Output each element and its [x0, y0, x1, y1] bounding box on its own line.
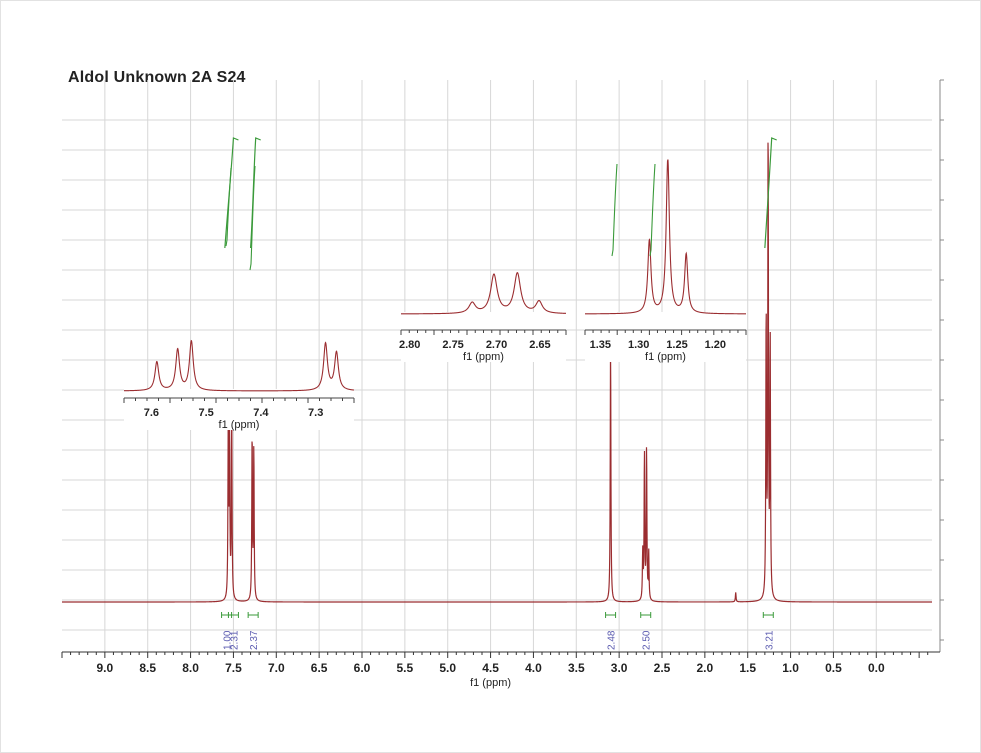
inset-tick-label: 7.4: [253, 407, 269, 419]
x-tick-label: 5.5: [397, 661, 414, 675]
inset-tick-label: 1.30: [628, 339, 649, 351]
x-tick-label: 5.0: [439, 661, 456, 675]
integral-marker: 2.48: [605, 612, 618, 650]
integral-value: 1.00: [223, 630, 234, 650]
x-tick-label: 0.0: [868, 661, 885, 675]
integral-value: 2.37: [249, 630, 260, 650]
integral-value: 2.50: [642, 630, 653, 650]
inset-x-axis-label: f1 (ppm): [463, 351, 504, 363]
integral-marker: 2.37: [247, 612, 260, 650]
inset-tick-label: 2.65: [529, 339, 550, 351]
inset-spectrum-line: [123, 339, 355, 392]
x-tick-label: 6.5: [311, 661, 328, 675]
inset-tick-label: 7.6: [144, 407, 159, 419]
x-tick-label: 7.0: [268, 661, 285, 675]
inset-inset-triplet: 1.35 1.30 1.25 1.20 f1 (ppm): [584, 159, 747, 363]
inset-tick-label: 1.25: [666, 339, 687, 351]
inset-tick-label: 7.5: [198, 407, 213, 419]
inset-integral-curve: [611, 163, 618, 257]
inset-spectrum-line: [401, 272, 567, 315]
x-tick-label: 1.5: [739, 661, 756, 675]
x-tick-label: 3.0: [611, 661, 628, 675]
integral-value: 3.21: [764, 630, 775, 650]
integral-marker: 2.31: [227, 612, 240, 650]
inset-inset-aromatic: 7.6 7.5 7.4 7.3 f1 (ppm): [123, 165, 355, 431]
chart-title: Aldol Unknown 2A S24: [68, 69, 246, 86]
integral-value: 2.31: [229, 630, 240, 650]
integral-value: 2.48: [607, 630, 618, 650]
integral-curve: [764, 137, 777, 249]
x-tick-label: 3.5: [568, 661, 585, 675]
inset-panels: 7.6 7.5 7.4 7.3 f1 (ppm) 2.80 2.75 2.70 2.65 f1 (…: [123, 159, 747, 431]
plot-grid: [62, 79, 944, 652]
inset-spectrum-line: [585, 159, 746, 315]
x-tick-label: 8.5: [139, 661, 156, 675]
integral-marker: 3.21: [762, 612, 775, 650]
inset-integral-curve: [225, 167, 232, 247]
integral-marker: 2.50: [640, 612, 653, 650]
inset-tick-label: 1.35: [590, 339, 611, 351]
inset-tick-label: 2.80: [399, 339, 420, 351]
inset-tick-label: 2.70: [486, 339, 507, 351]
x-tick-label: 0.5: [825, 661, 842, 675]
x-tick-label: 4.5: [482, 661, 499, 675]
x-tick-label: 2.5: [654, 661, 671, 675]
x-tick-label: 9.0: [97, 661, 114, 675]
inset-x-axis-label: f1 (ppm): [219, 419, 260, 431]
inset-inset-quartet: 2.80 2.75 2.70 2.65 f1 (ppm): [399, 272, 567, 363]
x-tick-label: 7.5: [225, 661, 242, 675]
x-tick-label: 4.0: [525, 661, 542, 675]
inset-tick-label: 2.75: [442, 339, 463, 351]
inset-background: [124, 389, 354, 430]
x-tick-label: 6.0: [354, 661, 371, 675]
inset-integral-curve: [249, 165, 256, 271]
inset-tick-label: 7.3: [308, 407, 323, 419]
spectrum-line: [62, 142, 932, 603]
inset-tick-label: 1.20: [705, 339, 726, 351]
inset-background: [401, 312, 566, 362]
x-tick-label: 2.0: [697, 661, 714, 675]
inset-background: [585, 312, 746, 362]
inset-x-axis-label: f1 (ppm): [645, 351, 686, 363]
x-tick-label: 8.0: [182, 661, 199, 675]
inset-integral-curve: [649, 163, 656, 257]
x-tick-label: 1.0: [782, 661, 799, 675]
x-axis-label: f1 (ppm): [470, 677, 511, 689]
